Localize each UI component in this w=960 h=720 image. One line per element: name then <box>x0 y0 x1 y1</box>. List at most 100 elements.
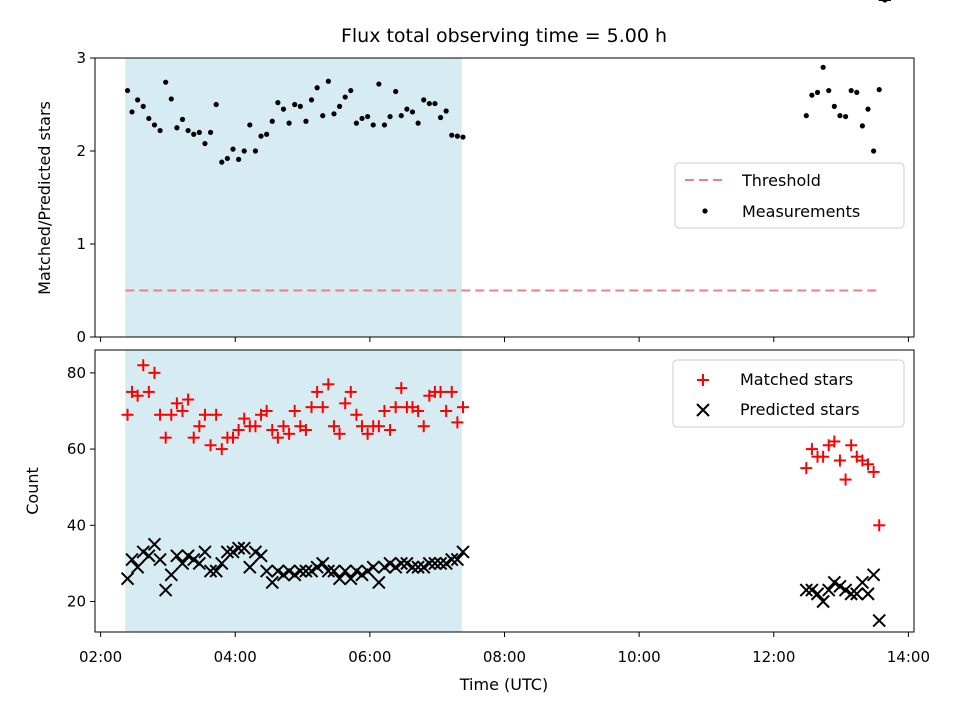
top-y-tick-label: 1 <box>76 235 86 253</box>
measurement-point <box>404 106 410 112</box>
predicted-star-point <box>248 545 263 559</box>
measurement-point <box>415 120 421 126</box>
matched-star-point <box>322 378 335 391</box>
predicted-star-point <box>799 583 814 597</box>
measurement-point <box>146 115 152 122</box>
predicted-star-point <box>327 564 341 578</box>
predicted-star-point <box>215 556 229 571</box>
predicted-star-point <box>349 564 364 578</box>
matched-star-point <box>817 450 830 463</box>
measurement-point <box>213 101 219 108</box>
matched-star-point <box>845 439 858 452</box>
predicted-star-point <box>855 575 870 590</box>
measurement-point <box>179 116 186 122</box>
matched-star-point <box>356 420 369 433</box>
measurement-point <box>320 113 326 119</box>
matched-star-point <box>215 443 228 456</box>
measurement-point <box>859 123 865 129</box>
measurement-point <box>803 113 809 119</box>
matched-star-point <box>862 458 875 471</box>
predicted-star-point <box>237 541 251 555</box>
measurement-point <box>303 118 309 124</box>
measurement-point <box>230 146 236 152</box>
predicted-star-point <box>805 583 819 597</box>
matched-star-point <box>305 401 318 414</box>
measurement-point <box>393 88 399 95</box>
matched-star-point <box>327 420 340 433</box>
matched-star-point <box>350 408 363 421</box>
predicted-star-point <box>450 552 465 567</box>
predicted-star-point <box>231 541 246 555</box>
matched-star-point <box>372 420 385 433</box>
measurement-point <box>381 122 388 128</box>
top-shaded-span <box>125 58 462 337</box>
measurement-point <box>842 113 849 120</box>
matched-star-point <box>154 408 167 421</box>
measurement-point <box>275 100 281 106</box>
measurement-point <box>124 87 131 94</box>
measurement-point <box>421 97 427 103</box>
predicted-star-point <box>366 560 380 574</box>
measurement-point <box>359 115 365 122</box>
measurement-point <box>370 122 376 128</box>
predicted-star-point <box>411 560 425 574</box>
predicted-star-point <box>310 560 324 574</box>
predicted-star-point <box>388 560 403 574</box>
predicted-star-point <box>844 587 858 601</box>
matched-star-point <box>232 424 245 437</box>
predicted-star-point <box>265 575 279 590</box>
x-tick-label: 06:00 <box>348 648 391 666</box>
measurement-point <box>854 89 860 96</box>
matched-star-point <box>440 404 453 417</box>
measurement-point <box>157 127 163 134</box>
predicted-star-point <box>827 575 842 590</box>
measurement-point <box>308 97 315 103</box>
predicted-star-point <box>360 564 375 578</box>
measurement-point <box>331 111 337 117</box>
measurement-point <box>292 101 298 108</box>
measurement-point <box>432 100 438 107</box>
predicted-star-point <box>861 587 875 601</box>
predicted-star-point <box>220 545 235 559</box>
matched-star-point <box>873 519 886 532</box>
x-tick-label: 08:00 <box>483 648 526 666</box>
matched-star-point <box>316 401 329 414</box>
legend-measurements-swatch <box>702 208 708 214</box>
measurement-point <box>437 114 444 121</box>
predicted-star-point <box>428 556 442 571</box>
predicted-star-point <box>136 545 150 559</box>
matched-star-point <box>339 397 352 410</box>
matched-star-point <box>417 420 430 433</box>
legend-matched-label: Matched stars <box>740 370 853 389</box>
measurement-point <box>297 103 303 109</box>
measurement-point <box>168 96 174 102</box>
matched-star-point <box>121 408 134 421</box>
measurement-point <box>426 100 432 107</box>
predicted-star-point <box>282 564 296 578</box>
matched-star-point <box>805 443 818 456</box>
matched-star-point <box>226 431 239 444</box>
matched-star-point <box>384 424 397 437</box>
matched-star-point <box>271 431 284 444</box>
measurement-point <box>449 132 455 138</box>
predicted-star-point <box>838 583 853 597</box>
predicted-star-point <box>142 549 156 563</box>
measurement-point <box>185 127 191 134</box>
x-tick-label: 10:00 <box>618 648 661 666</box>
predicted-star-point <box>383 556 397 571</box>
predicted-star-point <box>271 564 285 578</box>
measurement-point <box>286 120 292 126</box>
measurement-points <box>124 0 888 165</box>
predicted-star-point <box>439 556 453 571</box>
predicted-star-point <box>254 549 268 563</box>
predicted-star-point <box>276 568 291 582</box>
predicted-star-point <box>259 564 274 578</box>
predicted-star-point <box>377 560 392 574</box>
predicted-star-point <box>203 564 218 578</box>
predicted-star-point <box>226 545 240 559</box>
measurement-point <box>376 81 382 87</box>
matched-star-point <box>412 404 425 417</box>
measurement-point <box>871 148 877 154</box>
top-y-tick-label: 0 <box>76 328 86 346</box>
matched-star-point <box>176 404 189 417</box>
